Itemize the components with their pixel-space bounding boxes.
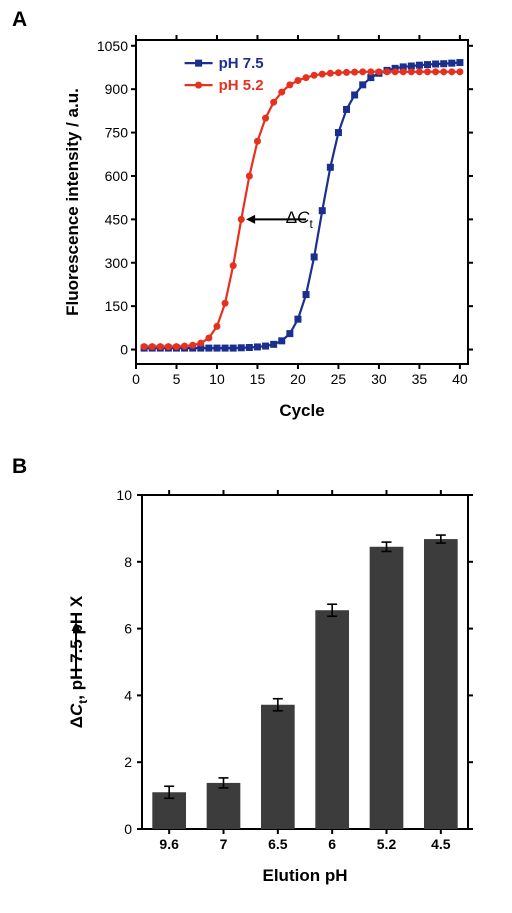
- svg-text:2: 2: [124, 754, 132, 770]
- svg-text:1050: 1050: [97, 38, 128, 54]
- svg-text:Fluorescence intensity / a.u.: Fluorescence intensity / a.u.: [63, 88, 82, 316]
- svg-text:4.5: 4.5: [431, 836, 451, 852]
- svg-text:5: 5: [173, 371, 181, 387]
- svg-text:0: 0: [132, 371, 140, 387]
- svg-text:ΔCt, pH 7.5 pH X: ΔCt, pH 7.5 pH X: [67, 595, 90, 728]
- figure-root: A 01503004506007509001050051015202530354…: [0, 0, 512, 913]
- svg-text:Elution pH: Elution pH: [263, 866, 348, 885]
- svg-text:7: 7: [220, 836, 228, 852]
- svg-text:600: 600: [105, 168, 129, 184]
- svg-text:10: 10: [209, 371, 225, 387]
- svg-text:6: 6: [328, 836, 336, 852]
- svg-text:20: 20: [290, 371, 306, 387]
- svg-text:Cycle: Cycle: [279, 401, 324, 420]
- svg-text:450: 450: [105, 211, 129, 227]
- panel-b-label: B: [12, 455, 27, 479]
- svg-text:pH 7.5: pH 7.5: [219, 55, 264, 72]
- svg-text:750: 750: [105, 125, 129, 141]
- svg-text:35: 35: [412, 371, 428, 387]
- svg-text:150: 150: [105, 298, 129, 314]
- svg-text:6: 6: [124, 621, 132, 637]
- svg-text:pH 5.2: pH 5.2: [219, 77, 264, 94]
- svg-text:0: 0: [124, 821, 132, 837]
- svg-text:9.6: 9.6: [159, 836, 179, 852]
- svg-text:ΔCt: ΔCt: [286, 208, 314, 231]
- svg-text:40: 40: [452, 371, 468, 387]
- svg-text:6.5: 6.5: [268, 836, 288, 852]
- svg-text:5.2: 5.2: [377, 836, 397, 852]
- svg-text:8: 8: [124, 554, 132, 570]
- svg-text:15: 15: [250, 371, 266, 387]
- svg-text:30: 30: [371, 371, 387, 387]
- svg-text:4: 4: [124, 687, 132, 703]
- svg-text:10: 10: [116, 487, 132, 503]
- svg-text:900: 900: [105, 81, 129, 97]
- svg-text:0: 0: [120, 342, 128, 358]
- panel-a-chart: 0 150 300 450 600 750 900 1050 0 5 10 15 20 25 30 35 40 C…: [60, 30, 480, 430]
- svg-text:25: 25: [331, 371, 347, 387]
- panel-b-chart: 0 2 4 6 8 10 9.6 7 6.5 6 5.2 4.5 Elution pH ΔCt, pH 7…: [60, 485, 480, 895]
- panel-a-label: A: [12, 8, 27, 32]
- svg-text:300: 300: [105, 255, 129, 271]
